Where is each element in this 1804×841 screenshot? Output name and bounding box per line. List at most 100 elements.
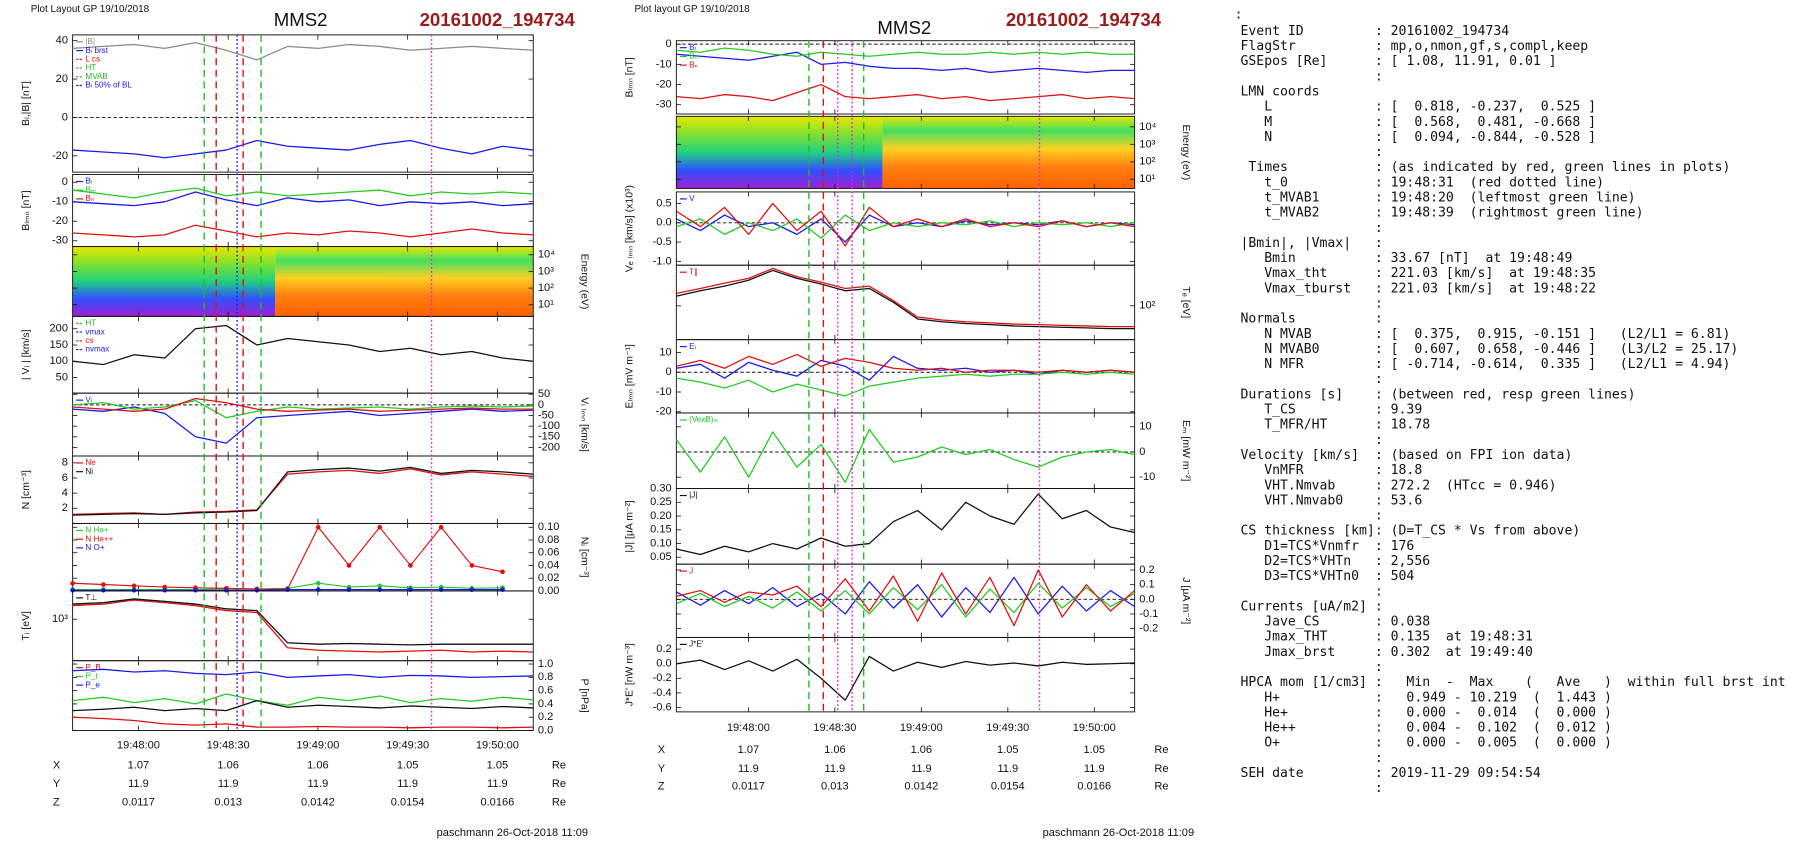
legend-label: T⊥ bbox=[85, 593, 97, 602]
y-axis-label: |J| [μA m⁻²] bbox=[625, 500, 636, 552]
event-id: 20161002_194734 bbox=[420, 9, 576, 30]
summary-line: N MVAB : [ 0.375, 0.915, -0.151 ] (L2/L1… bbox=[1240, 327, 1730, 342]
series-line bbox=[676, 83, 1135, 102]
series-line bbox=[676, 655, 1135, 701]
summary-line: : bbox=[1240, 584, 1382, 599]
plot-header: Plot Layout GP 19/10/2018 bbox=[31, 4, 150, 15]
y-tick-label: -100 bbox=[538, 420, 560, 432]
y-tick-label: -10 bbox=[656, 386, 672, 398]
y-tick-label: -20 bbox=[52, 215, 68, 227]
x-tick-label: 19:49:30 bbox=[386, 740, 429, 752]
y-axis-label: Energy (eV) bbox=[1180, 124, 1191, 180]
y-tick-label: 0 bbox=[1139, 446, 1145, 458]
ephemeris-value: 11.9 bbox=[308, 778, 329, 790]
y-tick-label: 0.6 bbox=[538, 685, 553, 697]
y-tick-label: -30 bbox=[52, 235, 68, 247]
y-tick-label: 2 bbox=[62, 502, 68, 514]
y-tick-label: 0 bbox=[62, 111, 68, 123]
x-tick-label: 19:48:00 bbox=[727, 722, 770, 734]
series-line bbox=[72, 466, 534, 516]
legend-label: HT bbox=[85, 63, 96, 72]
y-axis-label: J*E' [nW m⁻³] bbox=[625, 643, 636, 706]
summary-line: N MFR : [ -0.714, -0.614, 0.335 ] (L2/L1… bbox=[1240, 357, 1730, 372]
ephemeris-label: X bbox=[658, 744, 666, 756]
y-axis-label: Tₑ [eV] bbox=[1180, 287, 1191, 319]
y-axis-label: N [cm⁻³] bbox=[21, 470, 32, 509]
summary-line: Jmax_THT : 0.135 at 19:48:31 bbox=[1240, 630, 1532, 645]
series-line bbox=[675, 428, 1135, 483]
y-tick-label: 0.4 bbox=[538, 698, 553, 710]
spacecraft-title: MMS2 bbox=[274, 9, 328, 30]
legend-label: P_e bbox=[85, 680, 100, 689]
summary-line: VHT.Nmvab0 : 53.6 bbox=[1240, 493, 1422, 508]
y-tick-label: 10⁴ bbox=[1139, 121, 1156, 133]
y-axis-label: P [nPa] bbox=[579, 679, 590, 713]
series-line bbox=[676, 51, 1135, 73]
y-tick-label: 0 bbox=[666, 366, 672, 378]
legend-label: Ne bbox=[85, 458, 96, 467]
ephemeris-value: 11.9 bbox=[218, 778, 239, 790]
ephemeris-unit: Re bbox=[1154, 744, 1168, 756]
y-tick-label: 0.10 bbox=[650, 537, 672, 549]
summary-line: T_CS : 9.39 bbox=[1240, 403, 1422, 418]
ephemeris-value: 0.0117 bbox=[122, 797, 155, 809]
y-tick-label: 10² bbox=[1139, 300, 1155, 312]
summary-line: GSEpos [Re] : [ 1.08, 11.91, 0.01 ] bbox=[1240, 54, 1556, 69]
series-line bbox=[72, 224, 534, 238]
panel-frame bbox=[675, 40, 1136, 115]
y-tick-label: 0.05 bbox=[650, 551, 672, 563]
summary-line: N : [ 0.094, -0.844, -0.528 ] bbox=[1240, 130, 1596, 145]
y-tick-label: 150 bbox=[50, 339, 68, 351]
spacecraft-title: MMS2 bbox=[877, 17, 931, 38]
summary-line: Durations [s] : (between red, resp green… bbox=[1240, 387, 1635, 402]
y-axis-label: J [μA m⁻²] bbox=[1180, 577, 1191, 624]
series-line bbox=[72, 668, 534, 678]
y-tick-label: -0.4 bbox=[653, 687, 672, 699]
y-tick-label: -0.5 bbox=[653, 236, 672, 248]
y-tick-label: -20 bbox=[52, 150, 68, 162]
summary-line: Velocity [km/s] : (based on FPI ion data… bbox=[1240, 448, 1572, 463]
series-line bbox=[72, 699, 534, 712]
ephemeris-value: 0.0166 bbox=[480, 797, 514, 809]
y-axis-label: Bₗₘₙ [nT] bbox=[625, 57, 636, 97]
y-tick-label: 50 bbox=[56, 371, 68, 383]
y-tick-label: 0.5 bbox=[656, 197, 671, 209]
ephemeris-value: 1.07 bbox=[738, 744, 760, 756]
ephemeris-value: 11.9 bbox=[911, 763, 932, 775]
ephemeris-value: 11.9 bbox=[487, 778, 508, 790]
y-tick-label: -10 bbox=[1139, 471, 1155, 483]
y-axis-label: | Vᵢ | [km/s] bbox=[21, 329, 32, 380]
ephemeris-value: 1.06 bbox=[217, 759, 239, 771]
series-line bbox=[676, 569, 1136, 627]
ephemeris-value: 1.06 bbox=[911, 744, 933, 756]
y-tick-label: 0.2 bbox=[538, 711, 553, 723]
legend-label: Bₘ bbox=[689, 52, 699, 61]
y-tick-label: 0.06 bbox=[538, 547, 560, 559]
summary-line: D2=TCS*VHTn : 2,556 bbox=[1240, 554, 1430, 569]
legend-label: T∥ bbox=[689, 267, 698, 276]
y-axis-label: Bₗₘₙ [nT] bbox=[21, 190, 32, 230]
y-axis-label: Energy (eV) bbox=[579, 254, 590, 310]
x-tick-label: 19:49:00 bbox=[900, 722, 943, 734]
series-line bbox=[675, 202, 1135, 247]
y-tick-label: -0.1 bbox=[1139, 608, 1158, 620]
summary-line: : bbox=[1240, 145, 1382, 160]
x-tick-label: 19:49:30 bbox=[986, 722, 1029, 734]
legend-label: Vₗ bbox=[85, 395, 92, 404]
y-tick-label: -50 bbox=[538, 409, 554, 421]
y-tick-label: 0.8 bbox=[538, 671, 553, 683]
ephemeris-value: 1.07 bbox=[128, 759, 150, 771]
y-tick-label: 10³ bbox=[1139, 138, 1155, 150]
y-tick-label: 0.02 bbox=[538, 572, 560, 584]
spectrogram bbox=[676, 116, 883, 189]
ephemeris-value: 11.9 bbox=[825, 763, 846, 775]
series-line bbox=[72, 41, 534, 61]
summary-line: CS thickness [km]: (D=T_CS * Vs from abo… bbox=[1240, 524, 1580, 539]
ephemeris-unit: Re bbox=[1154, 763, 1168, 775]
legend-label: vmax bbox=[85, 327, 104, 336]
plot-header: Plot layout GP 19/10/2018 bbox=[634, 4, 750, 15]
y-tick-label: 0.00 bbox=[538, 585, 560, 597]
series-line bbox=[676, 576, 1135, 618]
y-tick-label: -200 bbox=[538, 441, 560, 453]
